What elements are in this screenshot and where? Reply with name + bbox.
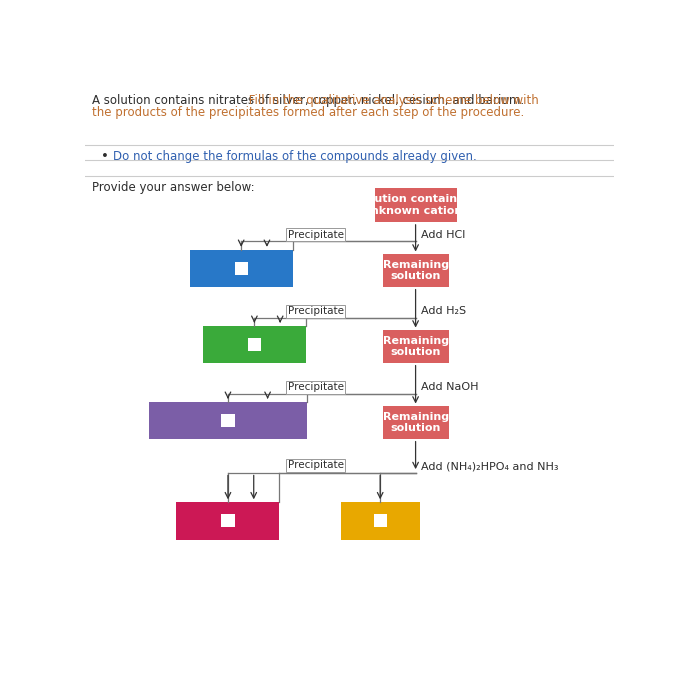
Text: Solution containing
unknown cations: Solution containing unknown cations xyxy=(355,194,477,216)
Bar xyxy=(235,262,248,275)
Text: Remaining
solution: Remaining solution xyxy=(383,260,449,281)
Bar xyxy=(222,414,235,427)
Text: Add NaOH: Add NaOH xyxy=(421,382,478,392)
Bar xyxy=(383,406,449,439)
Text: A solution contains nitrates of silver, copper, nickel, cesium, and barium.: A solution contains nitrates of silver, … xyxy=(91,94,524,107)
Bar xyxy=(222,514,235,527)
Text: Precipitate: Precipitate xyxy=(288,230,344,240)
Bar xyxy=(374,514,387,527)
Bar xyxy=(177,502,280,539)
Text: Add HCl: Add HCl xyxy=(421,230,465,240)
Text: Remaining
solution: Remaining solution xyxy=(383,336,449,358)
Bar xyxy=(149,402,308,439)
Text: Precipitate: Precipitate xyxy=(288,383,344,392)
Text: the products of the precipitates formed after each step of the procedure.: the products of the precipitates formed … xyxy=(91,106,524,119)
Text: Remaining
solution: Remaining solution xyxy=(383,412,449,433)
Text: Add (NH₄)₂HPO₄ and NH₃: Add (NH₄)₂HPO₄ and NH₃ xyxy=(421,461,559,471)
Bar xyxy=(190,249,293,287)
Text: •: • xyxy=(101,150,109,163)
Bar xyxy=(383,254,449,287)
Text: Provide your answer below:: Provide your answer below: xyxy=(91,180,254,193)
Bar xyxy=(374,188,456,222)
Text: Precipitate: Precipitate xyxy=(288,460,344,470)
Bar xyxy=(383,331,449,363)
Bar xyxy=(203,326,306,363)
Bar xyxy=(340,502,420,539)
Bar xyxy=(248,338,261,351)
Text: Fill in the qualitative analysis scheme below with: Fill in the qualitative analysis scheme … xyxy=(246,94,539,107)
Text: Do not change the formulas of the compounds already given.: Do not change the formulas of the compou… xyxy=(113,150,477,163)
Text: Add H₂S: Add H₂S xyxy=(421,306,466,316)
Text: Precipitate: Precipitate xyxy=(288,306,344,316)
